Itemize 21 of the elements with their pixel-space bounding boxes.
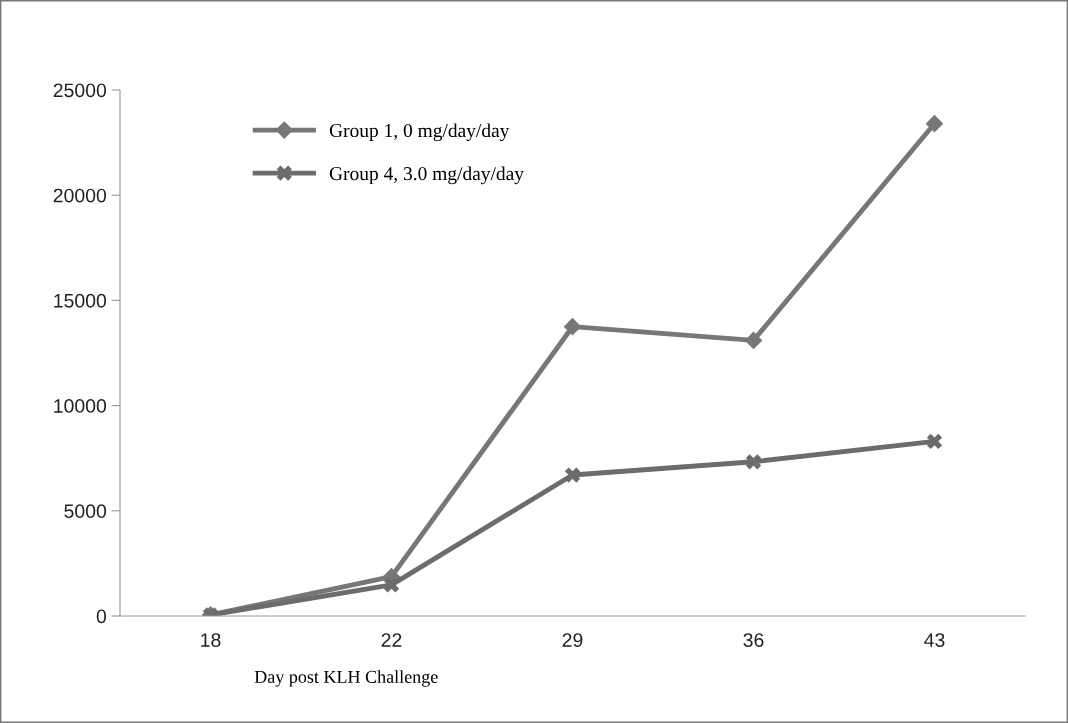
point <box>563 317 582 336</box>
x-tick-label: 29 <box>562 633 583 647</box>
y-tick-label: 10000 <box>54 399 107 413</box>
legend-label: Group 4, 3.0 mg/day/day <box>329 166 524 185</box>
x-tick-label: 18 <box>201 633 221 647</box>
point <box>564 467 581 483</box>
x-tick-label: 43 <box>924 633 945 647</box>
y-tick-label: 20000 <box>53 188 107 203</box>
x-axis-title: Day post KLH Challenge <box>254 670 438 687</box>
point <box>383 577 400 593</box>
x-tick-label: 36 <box>743 633 764 647</box>
y-tick-label: 15000 <box>54 293 107 308</box>
x-tick-label: 22 <box>381 633 402 647</box>
y-tick-label: 25000 <box>53 83 107 98</box>
point <box>925 114 944 133</box>
point <box>744 331 763 350</box>
point <box>926 433 943 450</box>
y-tick-label: 0 <box>96 609 107 624</box>
legend-label: Group 1, 0 mg/day/day <box>329 123 510 142</box>
y-tick-label: 5000 <box>64 504 107 519</box>
point <box>745 454 762 470</box>
